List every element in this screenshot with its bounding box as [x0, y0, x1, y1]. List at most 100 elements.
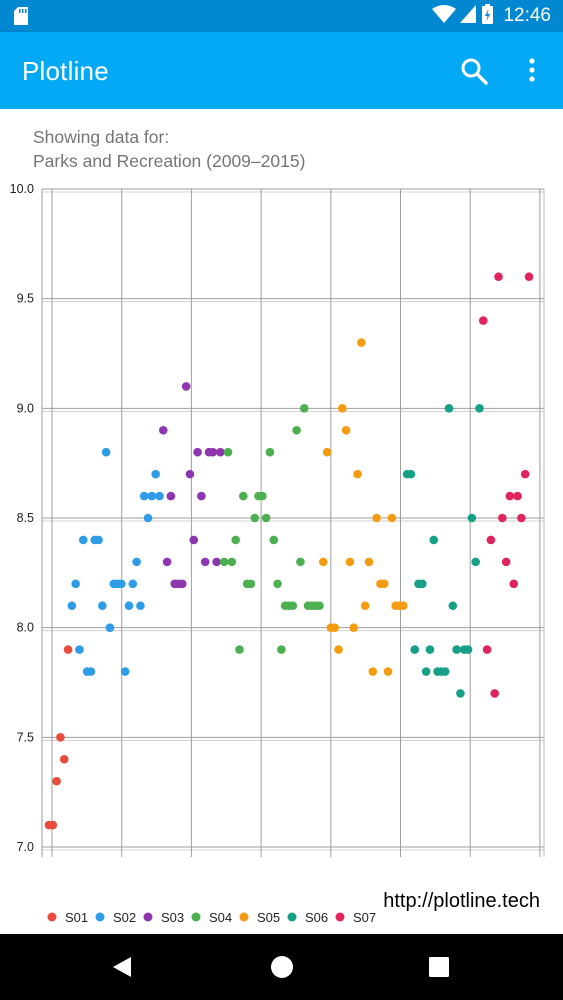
data-point[interactable]	[471, 557, 480, 567]
data-point[interactable]	[383, 667, 393, 676]
search-icon[interactable]	[460, 57, 488, 85]
data-point[interactable]	[132, 557, 141, 567]
data-point[interactable]	[56, 733, 65, 742]
data-point[interactable]	[513, 491, 522, 501]
data-point[interactable]	[452, 645, 461, 654]
data-point[interactable]	[501, 557, 511, 567]
data-point[interactable]	[219, 557, 229, 567]
data-point[interactable]	[357, 338, 366, 347]
data-point[interactable]	[387, 513, 397, 523]
data-point[interactable]	[349, 623, 359, 632]
data-point[interactable]	[258, 491, 267, 501]
data-point[interactable]	[181, 382, 191, 391]
data-point[interactable]	[238, 491, 248, 501]
data-point[interactable]	[322, 447, 332, 457]
data-point[interactable]	[444, 404, 454, 413]
back-icon[interactable]	[111, 955, 133, 984]
data-point[interactable]	[406, 469, 416, 479]
data-point[interactable]	[490, 689, 500, 698]
data-point[interactable]	[410, 645, 420, 654]
data-point[interactable]	[467, 513, 477, 523]
data-point[interactable]	[425, 645, 435, 654]
data-point[interactable]	[372, 513, 381, 523]
data-point[interactable]	[223, 447, 233, 457]
data-point[interactable]	[265, 447, 275, 457]
data-point[interactable]	[330, 623, 340, 632]
data-point[interactable]	[498, 513, 507, 523]
data-point[interactable]	[368, 667, 378, 676]
data-point[interactable]	[250, 513, 260, 523]
data-point[interactable]	[48, 820, 58, 830]
data-point[interactable]	[231, 535, 240, 545]
data-point[interactable]	[197, 491, 206, 501]
data-point[interactable]	[227, 557, 237, 567]
data-point[interactable]	[353, 469, 362, 479]
data-point[interactable]	[273, 579, 282, 589]
data-point[interactable]	[517, 513, 526, 523]
data-point[interactable]	[189, 535, 199, 545]
data-point[interactable]	[299, 404, 309, 413]
data-point[interactable]	[520, 469, 530, 479]
data-point[interactable]	[509, 579, 519, 589]
data-point[interactable]	[246, 579, 256, 589]
data-point[interactable]	[334, 645, 343, 654]
data-point[interactable]	[155, 491, 164, 501]
data-point[interactable]	[105, 623, 115, 632]
more-vert-icon[interactable]	[520, 57, 544, 85]
data-point[interactable]	[120, 667, 130, 676]
data-point[interactable]	[178, 579, 187, 589]
data-point[interactable]	[277, 645, 286, 654]
data-point[interactable]	[147, 491, 157, 501]
data-point[interactable]	[463, 645, 473, 654]
recent-apps-icon[interactable]	[428, 956, 450, 983]
data-point[interactable]	[341, 425, 351, 435]
data-point[interactable]	[117, 579, 126, 589]
data-point[interactable]	[345, 557, 355, 567]
data-point[interactable]	[59, 754, 69, 764]
data-point[interactable]	[78, 535, 88, 545]
data-point[interactable]	[67, 601, 77, 611]
data-point[interactable]	[440, 667, 450, 676]
data-point[interactable]	[185, 469, 195, 479]
home-icon[interactable]	[270, 955, 294, 984]
data-point[interactable]	[429, 535, 439, 545]
data-point[interactable]	[418, 579, 427, 589]
data-point[interactable]	[261, 513, 271, 523]
data-point[interactable]	[101, 447, 111, 457]
data-point[interactable]	[364, 557, 374, 567]
data-point[interactable]	[524, 272, 534, 282]
data-point[interactable]	[86, 667, 96, 676]
data-point[interactable]	[94, 535, 103, 545]
data-point[interactable]	[338, 404, 347, 413]
data-point[interactable]	[98, 601, 107, 611]
data-point[interactable]	[208, 447, 218, 457]
data-point[interactable]	[475, 404, 484, 413]
data-point[interactable]	[235, 645, 244, 654]
data-point[interactable]	[71, 579, 80, 589]
data-point[interactable]	[292, 425, 301, 435]
data-point[interactable]	[296, 557, 305, 567]
data-point[interactable]	[482, 645, 492, 654]
data-point[interactable]	[212, 557, 221, 567]
data-point[interactable]	[494, 272, 503, 282]
data-point[interactable]	[360, 601, 370, 611]
data-point[interactable]	[288, 601, 298, 611]
data-point[interactable]	[398, 601, 408, 611]
data-point[interactable]	[128, 579, 138, 589]
data-point[interactable]	[75, 645, 84, 654]
data-point[interactable]	[318, 557, 328, 567]
data-point[interactable]	[136, 601, 145, 611]
data-point[interactable]	[52, 776, 61, 786]
data-point[interactable]	[143, 513, 153, 523]
data-point[interactable]	[269, 535, 279, 545]
data-point[interactable]	[166, 491, 176, 501]
data-point[interactable]	[456, 689, 465, 698]
data-point[interactable]	[379, 579, 389, 589]
data-point[interactable]	[421, 667, 431, 676]
data-point[interactable]	[158, 425, 168, 435]
data-point[interactable]	[139, 491, 149, 501]
data-point[interactable]	[486, 535, 496, 545]
data-point[interactable]	[216, 447, 225, 457]
data-point[interactable]	[505, 491, 515, 501]
data-point[interactable]	[162, 557, 172, 567]
